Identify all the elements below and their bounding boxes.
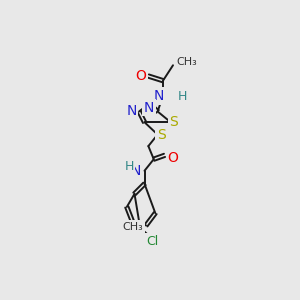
Text: N: N [144, 100, 154, 115]
Text: H: H [124, 160, 134, 173]
Text: N: N [131, 164, 141, 178]
Text: O: O [168, 151, 178, 165]
Text: CH₃: CH₃ [123, 222, 143, 232]
Text: N: N [154, 89, 164, 103]
Text: Cl: Cl [146, 235, 158, 248]
Text: CH₃: CH₃ [177, 57, 198, 67]
Text: S: S [157, 128, 166, 142]
Text: H: H [178, 90, 187, 103]
Text: S: S [169, 115, 178, 129]
Text: N: N [126, 104, 137, 118]
Text: O: O [135, 69, 146, 83]
